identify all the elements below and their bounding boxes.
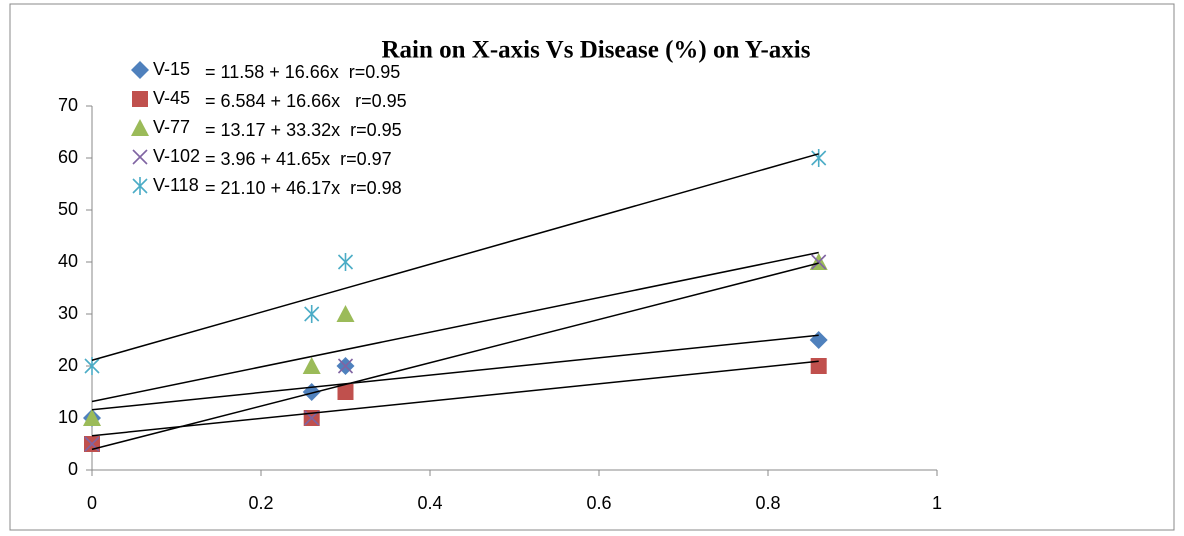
marker [83, 409, 101, 426]
x-tick-label: 1 [932, 493, 942, 513]
x-tick-label: 0.8 [755, 493, 780, 513]
y-tick-label: 50 [58, 199, 78, 219]
marker [337, 253, 354, 271]
legend-label: V-102 [153, 146, 200, 166]
chart-border [9, 3, 1175, 531]
marker [304, 305, 320, 323]
trend-line [91, 360, 819, 437]
y-tick-label: 10 [58, 407, 78, 427]
y-tick-label: 20 [58, 355, 78, 375]
marker [337, 358, 354, 374]
y-tick-label: 40 [58, 251, 78, 271]
legend-equation: = 21.10 + 46.17x r=0.98 [205, 178, 402, 198]
x-tick-label: 0.6 [586, 493, 611, 513]
marker [810, 358, 827, 374]
legend-label: V-118 [153, 175, 199, 195]
legend-equation: = 3.96 + 41.65x r=0.97 [205, 149, 392, 169]
trend-line [91, 334, 819, 411]
y-tick-label: 60 [58, 147, 78, 167]
trend-line [91, 153, 819, 362]
marker [811, 149, 827, 167]
x-tick-label: 0.2 [248, 493, 273, 513]
marker [337, 384, 354, 400]
y-tick-label: 0 [68, 459, 78, 479]
marker [131, 119, 149, 136]
marker [132, 91, 148, 107]
legend-label: V-77 [153, 117, 190, 137]
legend-label: V-45 [153, 88, 190, 108]
x-tick-label: 0.4 [417, 493, 442, 513]
trend-line [91, 262, 819, 451]
trend-line [91, 251, 819, 403]
marker [302, 357, 321, 374]
legend-equation: = 6.584 + 16.66x r=0.95 [205, 91, 407, 111]
legend-label: V-15 [153, 59, 190, 79]
marker [811, 254, 827, 270]
chart-title: Rain on X-axis Vs Disease (%) on Y-axis [382, 37, 811, 64]
x-tick-label: 0 [87, 493, 97, 513]
y-tick-label: 70 [58, 95, 78, 115]
marker [132, 149, 148, 165]
marker [336, 305, 355, 322]
legend-equation: = 11.58 + 16.66x r=0.95 [205, 62, 400, 82]
marker [131, 61, 149, 79]
marker [132, 177, 148, 195]
y-tick-label: 30 [58, 303, 78, 323]
legend-equation: = 13.17 + 33.32x r=0.95 [205, 120, 402, 140]
